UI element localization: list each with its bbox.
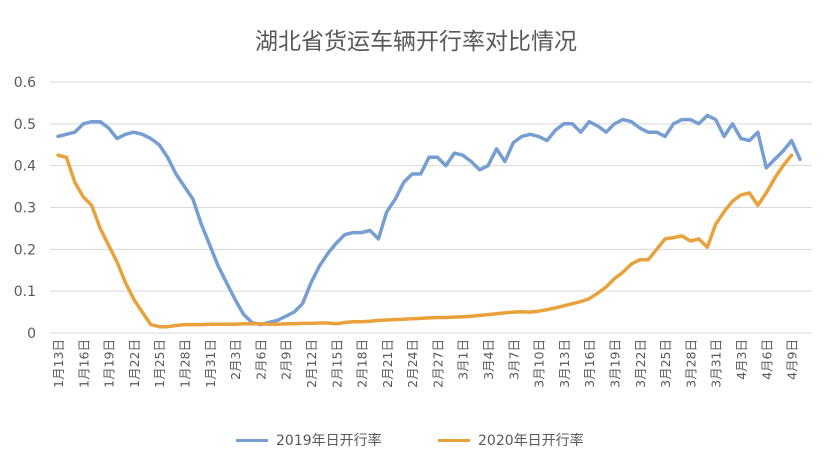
x-tick-label: 1月19日 <box>102 339 117 388</box>
x-tick-label: 3月1日 <box>456 339 471 380</box>
legend-label-2020: 2020年日开行率 <box>478 433 584 449</box>
legend-label-2019: 2019年日开行率 <box>276 433 382 449</box>
x-tick-label: 2月12日 <box>304 339 319 388</box>
y-tick-label: 0.3 <box>14 201 36 217</box>
x-tick-label: 2月6日 <box>253 339 268 380</box>
x-tick-label: 1月22日 <box>127 339 142 388</box>
x-tick-label: 2月3日 <box>228 339 243 380</box>
x-tick-label: 4月3日 <box>734 339 749 380</box>
x-tick-label: 4月6日 <box>759 339 774 380</box>
x-tick-label: 3月16日 <box>582 339 597 388</box>
legend-swatch-2019 <box>236 438 268 442</box>
y-tick-label: 0 <box>27 326 36 342</box>
x-tick-label: 3月7日 <box>506 339 521 380</box>
x-tick-label: 3月10日 <box>532 339 547 388</box>
y-tick-label: 0.5 <box>14 117 36 133</box>
y-tick-label: 0.4 <box>14 159 36 175</box>
x-tick-label: 1月31日 <box>203 339 218 388</box>
x-tick-label: 2月24日 <box>405 339 420 388</box>
x-tick-label: 1月13日 <box>51 339 66 388</box>
x-tick-label: 1月25日 <box>152 339 167 388</box>
x-tick-label: 3月25日 <box>658 339 673 388</box>
x-tick-label: 3月28日 <box>683 339 698 388</box>
x-tick-label: 3月31日 <box>709 339 724 388</box>
x-tick-label: 2月18日 <box>355 339 370 388</box>
x-tick-label: 3月19日 <box>608 339 623 388</box>
legend-item-2020: 2020年日开行率 <box>438 430 584 450</box>
x-tick-label: 1月16日 <box>76 339 91 388</box>
x-tick-label: 3月22日 <box>633 339 648 388</box>
x-tick-label: 1月28日 <box>177 339 192 388</box>
y-tick-label: 0.2 <box>14 242 36 258</box>
x-tick-label: 3月4日 <box>481 339 496 380</box>
x-tick-label: 2月9日 <box>279 339 294 380</box>
legend-item-2019: 2019年日开行率 <box>236 430 382 450</box>
y-tick-label: 0.6 <box>14 75 36 91</box>
series-line-2019 <box>56 113 802 327</box>
x-tick-label: 4月9日 <box>785 339 800 380</box>
x-tick-label: 3月13日 <box>557 339 572 388</box>
x-tick-label: 2月15日 <box>329 339 344 388</box>
x-tick-label: 2月21日 <box>380 339 395 388</box>
x-tick-label: 2月27日 <box>430 339 445 388</box>
chart-title: 湖北省货运车辆开行率对比情况 <box>255 29 577 55</box>
y-tick-label: 0.1 <box>14 284 36 300</box>
legend-swatch-2020 <box>438 438 470 442</box>
series-line-2020 <box>56 153 794 329</box>
